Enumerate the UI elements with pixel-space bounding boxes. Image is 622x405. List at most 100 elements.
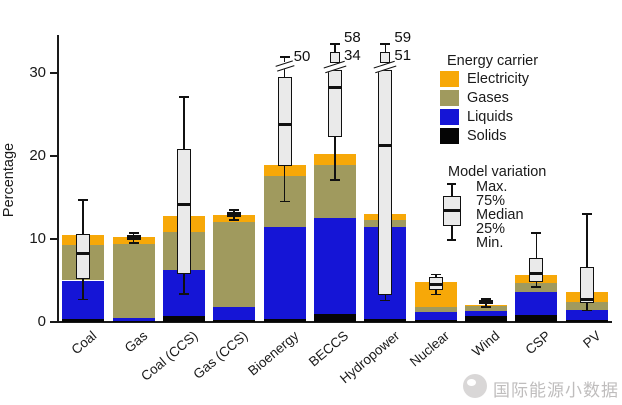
boxplot-q3-label: 34 <box>344 47 361 64</box>
legend-label-min: Min. <box>476 235 504 251</box>
boxplot-median <box>227 212 242 216</box>
boxplot-whisker <box>334 136 336 180</box>
x-axis-line <box>56 321 612 323</box>
boxplot-cap <box>78 298 89 301</box>
bar-gas-liquids <box>112 317 155 322</box>
boxplot-median <box>277 122 292 126</box>
x-label-gas: Gas <box>121 328 151 356</box>
boxplot-cap <box>380 43 391 45</box>
boxplot-whisker <box>586 213 588 310</box>
boxplot-median <box>76 252 91 256</box>
bar-nuclear-gases <box>414 307 457 313</box>
bar-coal-solids <box>62 318 105 322</box>
boxplot-cap <box>178 96 189 98</box>
x-label-wind: Wind <box>469 328 503 360</box>
legend-label-median: Median <box>476 207 524 223</box>
boxplot-cap <box>78 199 89 201</box>
legend-label-electricity: Electricity <box>467 71 530 87</box>
legend-swatch-gases <box>440 90 459 106</box>
boxplot-whisker <box>283 66 286 78</box>
y-tick-label: 20 <box>29 147 46 164</box>
boxplot-whisker <box>384 295 387 300</box>
bar-pv-liquids <box>565 309 608 320</box>
boxplot-box <box>76 234 91 279</box>
bar-beccs-liquids <box>314 218 356 314</box>
boxplot-cap <box>531 232 542 234</box>
y-tick <box>50 238 57 240</box>
legend-swatch-electricity <box>440 71 459 87</box>
legend-boxplot-glyph <box>441 183 475 245</box>
boxplot-cap <box>229 219 240 221</box>
bar-bioenergy-liquids <box>263 227 306 319</box>
boxplot-cap <box>279 200 290 203</box>
boxplot-box <box>328 70 342 137</box>
boxplot-box <box>378 70 393 296</box>
boxplot-median <box>479 300 494 304</box>
legend-label-liquids: Liquids <box>467 109 513 125</box>
x-label-coal: Coal <box>68 328 100 358</box>
boxplot-max-label: 58 <box>344 29 361 46</box>
boxplot-cap <box>330 179 340 181</box>
boxplot-box <box>579 267 594 303</box>
boxplot-whisker <box>283 57 286 62</box>
legend-label-75: 75% <box>476 193 506 209</box>
y-tick <box>50 72 57 74</box>
boxplot-median <box>529 272 544 276</box>
boxplot-cap <box>128 232 139 234</box>
legend-label-25: 25% <box>476 221 506 237</box>
x-label-beccs: BECCS <box>306 328 352 370</box>
bar-csp-liquids <box>515 292 558 315</box>
bar-gas-gases <box>112 243 155 318</box>
legend-variation-title: Model variation <box>448 164 547 180</box>
boxplot-box-upper <box>330 52 340 63</box>
watermark-logo <box>463 374 487 398</box>
boxplot-cap <box>128 242 139 244</box>
boxplot-cap <box>430 293 441 296</box>
boxplot-cap <box>229 209 240 211</box>
boxplot-cap <box>430 273 441 276</box>
boxplot-median <box>176 202 191 206</box>
boxplot-median <box>328 86 342 90</box>
boxplot-cap <box>178 292 189 295</box>
bar-hydropower-solids <box>364 318 407 322</box>
bar-beccs-solids <box>314 313 356 322</box>
bar-bioenergy-solids <box>263 318 306 322</box>
boxplot-box <box>277 77 292 166</box>
legend-energy-title: Energy carrier <box>447 53 539 69</box>
boxplot-median <box>428 283 443 287</box>
boxplot-cap <box>380 299 391 302</box>
x-label-csp: CSP <box>522 328 554 358</box>
watermark-text: 国际能源小数据 <box>493 381 619 400</box>
y-tick-label: 10 <box>29 230 46 247</box>
bar-gas-ccs--solids <box>213 320 256 322</box>
legend-swatch-liquids <box>440 109 459 125</box>
bar-wind-gases <box>465 306 508 312</box>
bar-nuclear-solids <box>414 319 457 322</box>
boxplot-box <box>176 149 191 274</box>
bar-wind-liquids <box>465 311 508 317</box>
boxplot-cap <box>279 56 290 58</box>
legend-swatch-solids <box>440 128 459 144</box>
boxplot-cap <box>481 297 492 300</box>
boxplot-median <box>378 143 393 147</box>
boxplot-cap <box>531 286 542 288</box>
bar-coal-ccs--solids <box>162 316 205 322</box>
boxplot-box-upper <box>380 52 391 63</box>
legend-label-gases: Gases <box>467 90 509 106</box>
bar-wind-solids <box>465 316 508 322</box>
boxplot-max-label: 50 <box>293 48 311 65</box>
boxplot-box <box>529 258 544 283</box>
boxplot-whisker <box>334 44 336 52</box>
boxplot-cap <box>481 306 492 308</box>
boxplot-cap <box>581 309 592 312</box>
legend-label-max: Max. <box>476 179 508 195</box>
boxplot-q3-label: 51 <box>394 47 412 64</box>
bar-pv-solids <box>565 319 608 322</box>
boxplot-median <box>579 298 594 302</box>
y-tick-label: 0 <box>37 313 46 330</box>
x-label-pv: PV <box>580 328 604 352</box>
y-axis-line <box>57 35 59 323</box>
bar-gas-solids <box>112 321 155 322</box>
y-tick-label: 30 <box>29 64 46 81</box>
